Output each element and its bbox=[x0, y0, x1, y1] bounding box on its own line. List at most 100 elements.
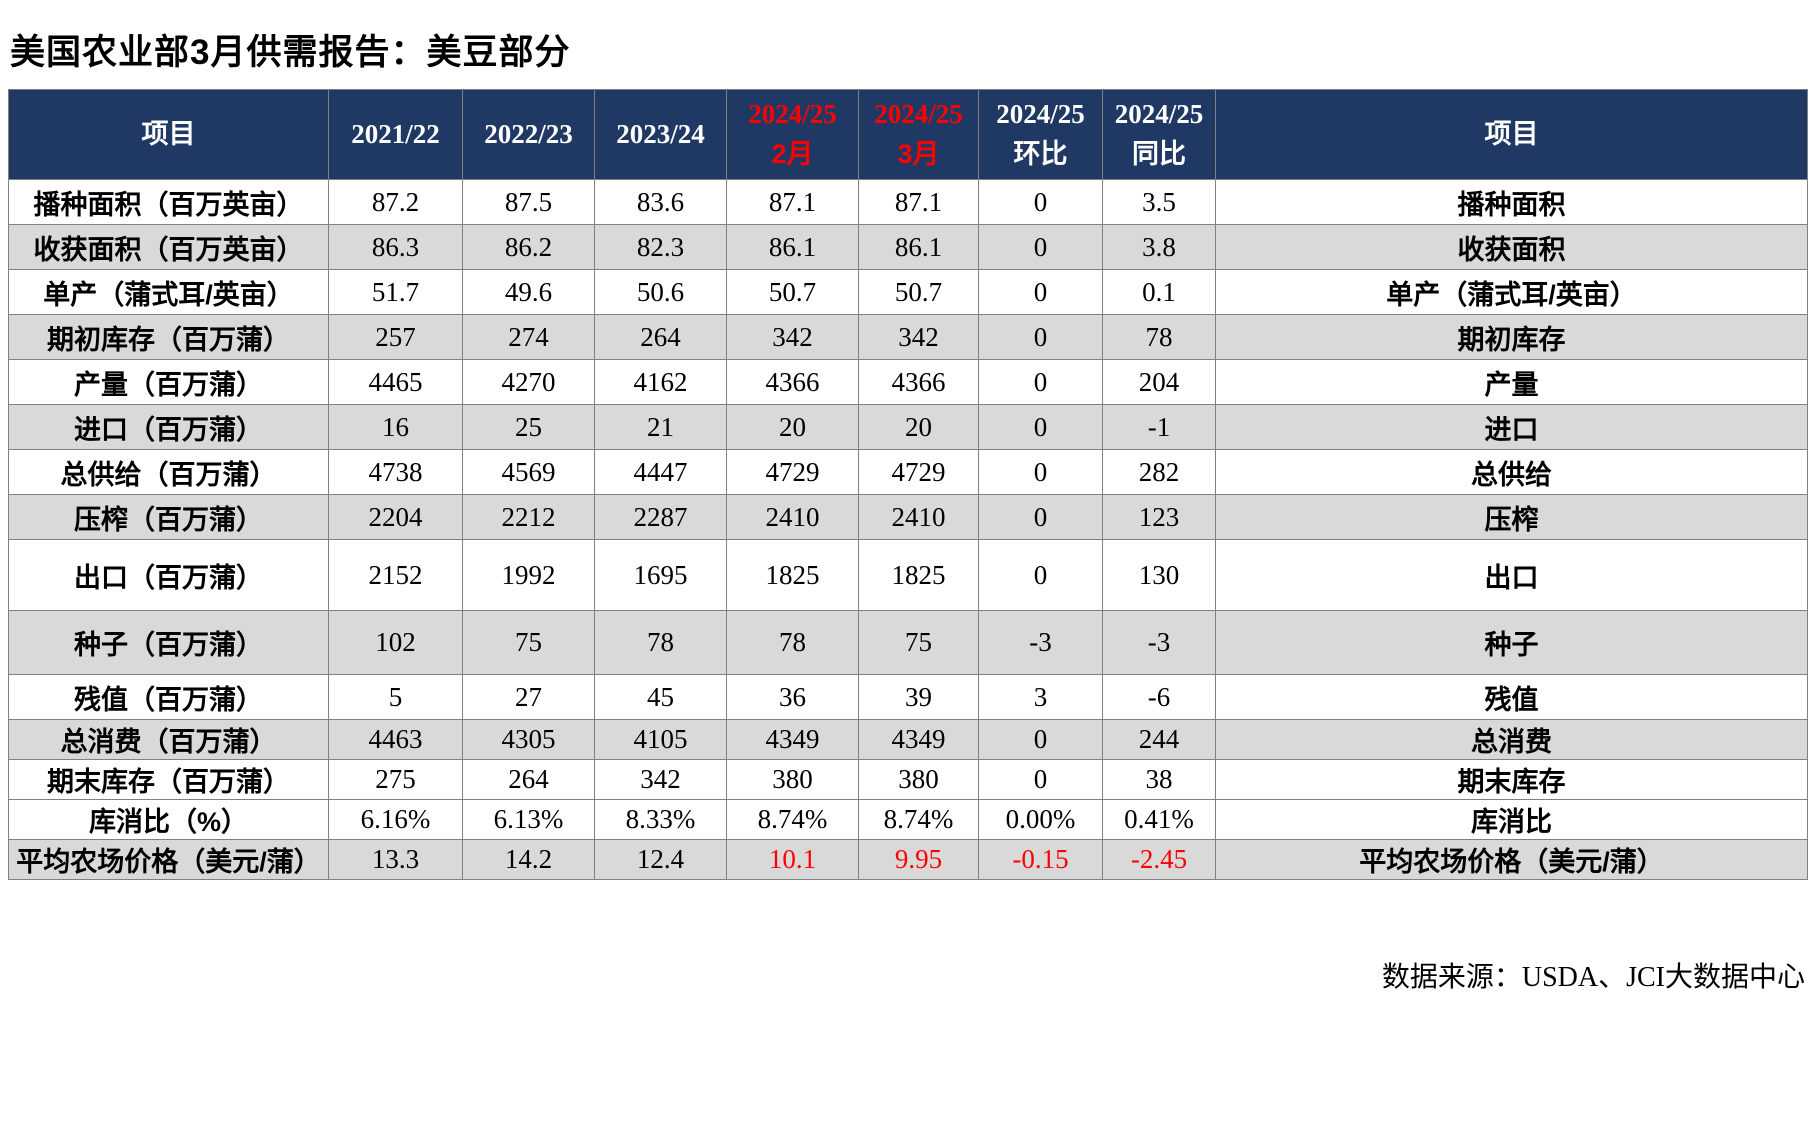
value-cell: -0.15 bbox=[978, 839, 1103, 880]
value-cell: 51.7 bbox=[328, 269, 463, 315]
value-cell: 3.8 bbox=[1102, 224, 1216, 270]
row-label-left: 总供给（百万蒲） bbox=[8, 449, 329, 495]
value-cell: 3 bbox=[978, 674, 1103, 720]
value-cell: 0 bbox=[978, 404, 1103, 450]
value-cell: 50.7 bbox=[858, 269, 979, 315]
row-label-left: 出口（百万蒲） bbox=[8, 539, 329, 611]
row-label-right: 期末库存 bbox=[1215, 759, 1808, 800]
row-label-right: 进口 bbox=[1215, 404, 1808, 450]
value-cell: -6 bbox=[1102, 674, 1216, 720]
value-cell: 14.2 bbox=[462, 839, 595, 880]
value-cell: 50.7 bbox=[726, 269, 859, 315]
value-cell: 20 bbox=[726, 404, 859, 450]
value-cell: 3.5 bbox=[1102, 179, 1216, 225]
value-cell: 0 bbox=[978, 359, 1103, 405]
row-label-right: 种子 bbox=[1215, 610, 1808, 675]
value-cell: -1 bbox=[1102, 404, 1216, 450]
value-cell: 0 bbox=[978, 719, 1103, 760]
value-cell: 78 bbox=[1102, 314, 1216, 360]
table-row: 出口（百万蒲） 2152 1992 1695 1825 1825 0 130 出口 bbox=[8, 539, 1808, 611]
value-cell: 5 bbox=[328, 674, 463, 720]
value-cell: 257 bbox=[328, 314, 463, 360]
value-cell: 342 bbox=[594, 759, 727, 800]
value-cell: 4447 bbox=[594, 449, 727, 495]
value-cell: 9.95 bbox=[858, 839, 979, 880]
value-cell: 4729 bbox=[858, 449, 979, 495]
value-cell: 0 bbox=[978, 539, 1103, 611]
value-cell: 1825 bbox=[726, 539, 859, 611]
row-label-right: 总供给 bbox=[1215, 449, 1808, 495]
value-cell: 0 bbox=[978, 494, 1103, 540]
row-label-right: 压榨 bbox=[1215, 494, 1808, 540]
value-cell: 8.74% bbox=[858, 799, 979, 840]
value-cell: 83.6 bbox=[594, 179, 727, 225]
value-cell: 1992 bbox=[462, 539, 595, 611]
value-cell: 6.13% bbox=[462, 799, 595, 840]
row-label-left: 产量（百万蒲） bbox=[8, 359, 329, 405]
value-cell: 82.3 bbox=[594, 224, 727, 270]
row-label-right: 单产（蒲式耳/英亩） bbox=[1215, 269, 1808, 315]
value-cell: 16 bbox=[328, 404, 463, 450]
table-row: 平均农场价格（美元/蒲） 13.3 14.2 12.4 10.1 9.95 -0.15 -2.… bbox=[8, 839, 1808, 880]
value-cell: 2410 bbox=[858, 494, 979, 540]
value-cell: -2.45 bbox=[1102, 839, 1216, 880]
row-label-right: 总消费 bbox=[1215, 719, 1808, 760]
value-cell: 244 bbox=[1102, 719, 1216, 760]
row-label-left: 收获面积（百万英亩） bbox=[8, 224, 329, 270]
column-header-3: 2023/24 bbox=[594, 89, 727, 180]
row-label-left: 期末库存（百万蒲） bbox=[8, 759, 329, 800]
value-cell: 4349 bbox=[726, 719, 859, 760]
value-cell: 0 bbox=[978, 449, 1103, 495]
table-row: 期初库存（百万蒲） 257 274 264 342 342 0 78 期初库存 bbox=[8, 314, 1808, 360]
column-header-2: 2022/23 bbox=[462, 89, 595, 180]
value-cell: -3 bbox=[1102, 610, 1216, 675]
row-label-left: 播种面积（百万英亩） bbox=[8, 179, 329, 225]
value-cell: 2152 bbox=[328, 539, 463, 611]
value-cell: 380 bbox=[726, 759, 859, 800]
row-label-right: 平均农场价格（美元/蒲） bbox=[1215, 839, 1808, 880]
column-header-5: 2024/25 3月 bbox=[858, 89, 979, 180]
value-cell: 275 bbox=[328, 759, 463, 800]
value-cell: 10.1 bbox=[726, 839, 859, 880]
row-label-right: 库消比 bbox=[1215, 799, 1808, 840]
table-row: 单产（蒲式耳/英亩） 51.7 49.6 50.6 50.7 50.7 0 0.1 单产（蒲式耳… bbox=[8, 269, 1808, 315]
page-title: 美国农业部3月供需报告：美豆部分 bbox=[10, 33, 571, 72]
value-cell: 75 bbox=[858, 610, 979, 675]
row-label-right: 播种面积 bbox=[1215, 179, 1808, 225]
value-cell: 380 bbox=[858, 759, 979, 800]
value-cell: 342 bbox=[726, 314, 859, 360]
column-header-1: 2021/22 bbox=[328, 89, 463, 180]
row-label-right: 期初库存 bbox=[1215, 314, 1808, 360]
value-cell: 204 bbox=[1102, 359, 1216, 405]
table-row: 总供给（百万蒲） 4738 4569 4447 4729 4729 0 282 总供给 bbox=[8, 449, 1808, 495]
value-cell: 4366 bbox=[858, 359, 979, 405]
value-cell: 45 bbox=[594, 674, 727, 720]
supply-demand-table: 项目 2021/22 2022/23 2023/24 2024/25 2月 2024/25 3… bbox=[8, 89, 1808, 880]
value-cell: 0 bbox=[978, 179, 1103, 225]
row-label-left: 种子（百万蒲） bbox=[8, 610, 329, 675]
value-cell: 86.2 bbox=[462, 224, 595, 270]
row-label-right: 出口 bbox=[1215, 539, 1808, 611]
value-cell: 4465 bbox=[328, 359, 463, 405]
table-row: 库消比（%） 6.16% 6.13% 8.33% 8.74% 8.74% 0.00% 0.41… bbox=[8, 799, 1808, 840]
value-cell: 36 bbox=[726, 674, 859, 720]
value-cell: 4270 bbox=[462, 359, 595, 405]
row-label-left: 库消比（%） bbox=[8, 799, 329, 840]
value-cell: 2212 bbox=[462, 494, 595, 540]
value-cell: 87.1 bbox=[858, 179, 979, 225]
value-cell: 123 bbox=[1102, 494, 1216, 540]
value-cell: 130 bbox=[1102, 539, 1216, 611]
value-cell: 8.74% bbox=[726, 799, 859, 840]
table-row: 进口（百万蒲） 16 25 21 20 20 0 -1 进口 bbox=[8, 404, 1808, 450]
value-cell: -3 bbox=[978, 610, 1103, 675]
value-cell: 0.00% bbox=[978, 799, 1103, 840]
value-cell: 8.33% bbox=[594, 799, 727, 840]
value-cell: 49.6 bbox=[462, 269, 595, 315]
value-cell: 274 bbox=[462, 314, 595, 360]
value-cell: 4305 bbox=[462, 719, 595, 760]
row-label-left: 平均农场价格（美元/蒲） bbox=[8, 839, 329, 880]
row-label-left: 压榨（百万蒲） bbox=[8, 494, 329, 540]
value-cell: 342 bbox=[858, 314, 979, 360]
value-cell: 4738 bbox=[328, 449, 463, 495]
value-cell: 2204 bbox=[328, 494, 463, 540]
